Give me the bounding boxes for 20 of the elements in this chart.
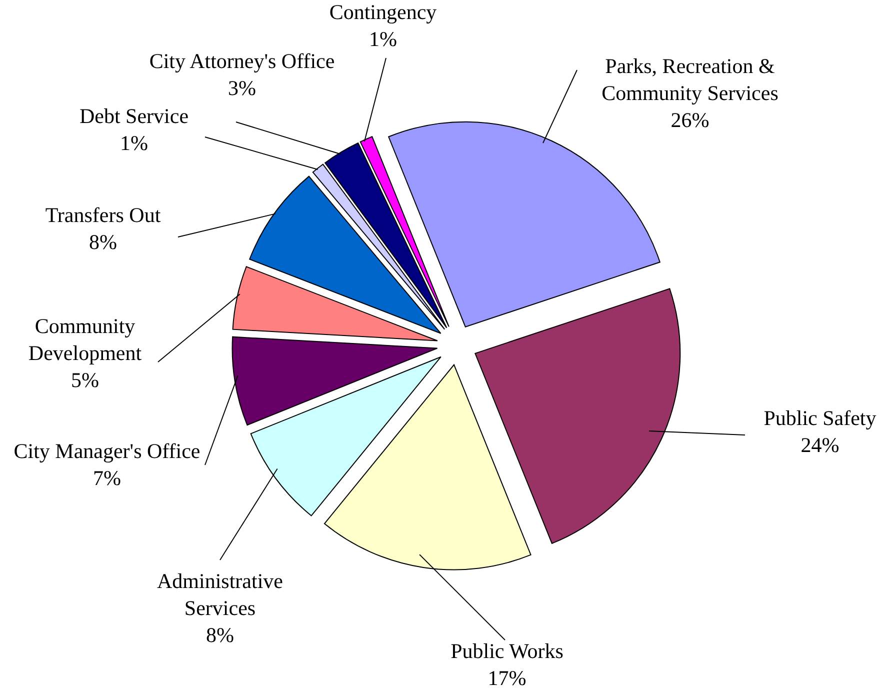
slice-label: Transfers Out xyxy=(45,203,161,227)
data-label: 8% xyxy=(89,230,117,254)
data-label: 1% xyxy=(369,27,397,51)
data-label: 7% xyxy=(93,466,121,490)
slice-label: Administrative Services xyxy=(157,569,283,620)
data-label: 8% xyxy=(206,623,234,647)
slice-label: City Attorney's Office xyxy=(149,49,335,73)
slice-label: Public Works xyxy=(450,639,564,663)
slice-label: Contingency xyxy=(329,0,438,24)
slice-label: Debt Service xyxy=(79,104,189,128)
data-label: 3% xyxy=(228,76,256,100)
data-label: 1% xyxy=(120,131,148,155)
data-label: 26% xyxy=(670,108,710,132)
data-label: 5% xyxy=(71,368,99,392)
slice-label: City Manager's Office xyxy=(14,439,200,463)
slice-label: Public Safety xyxy=(764,406,877,430)
data-label: 17% xyxy=(488,666,526,690)
slice-label: Parks, Recreation & Community Services xyxy=(602,54,778,105)
data-label: 24% xyxy=(800,433,840,457)
slice-label: Community Development xyxy=(28,314,142,365)
